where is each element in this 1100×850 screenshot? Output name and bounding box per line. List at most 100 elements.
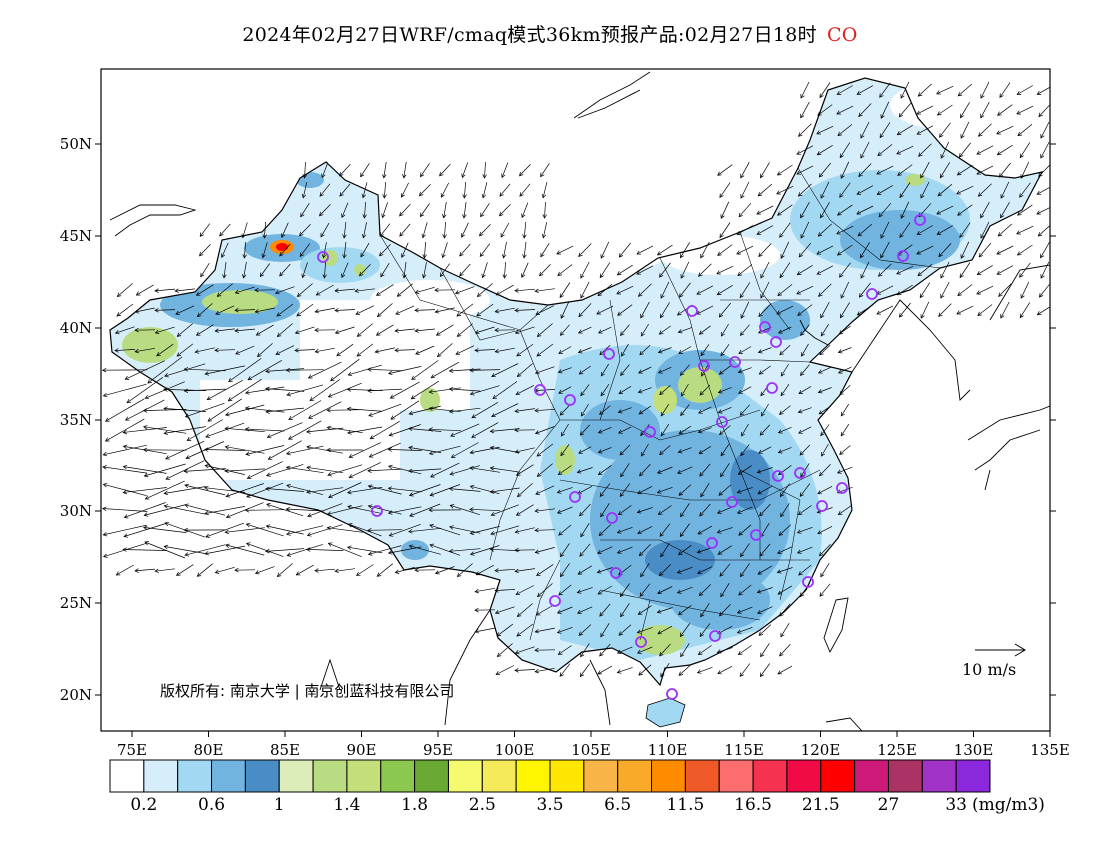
wind-vector xyxy=(760,281,770,299)
wind-vector xyxy=(428,507,461,513)
wind-vector xyxy=(429,543,461,556)
wind-vector xyxy=(516,623,534,637)
wind-vector xyxy=(677,447,692,454)
wind-vector xyxy=(660,281,670,299)
wind-vector xyxy=(491,403,519,418)
wind-vector xyxy=(394,328,415,333)
wind-vector xyxy=(880,221,890,239)
wind-vector xyxy=(697,566,713,575)
wind-vector xyxy=(375,284,394,296)
wind-vector xyxy=(122,547,167,552)
wind-vector xyxy=(556,487,573,494)
wind-vector xyxy=(579,663,590,678)
wind-vector xyxy=(327,382,362,398)
lon-label: 80E xyxy=(193,741,223,759)
wind-vector xyxy=(469,385,500,396)
wind-vector xyxy=(144,541,186,559)
wind-vector xyxy=(618,426,632,434)
wind-vector xyxy=(115,564,134,576)
wind-vector xyxy=(308,401,342,419)
wind-vector xyxy=(222,262,227,279)
wind-vector xyxy=(560,301,570,319)
wind-vector xyxy=(639,583,651,597)
wind-vector xyxy=(176,343,194,357)
wind-vector xyxy=(163,486,206,496)
wind-vector xyxy=(199,243,211,257)
city-marker xyxy=(897,250,909,262)
wind-vector xyxy=(860,261,870,279)
wind-vector xyxy=(720,463,730,478)
wind-vector xyxy=(676,566,693,574)
wind-vector xyxy=(122,427,167,435)
wind-vector xyxy=(936,225,953,235)
wind-vector xyxy=(500,222,510,238)
wind-vector xyxy=(618,242,631,258)
wind-vector xyxy=(796,526,813,534)
wind-vector xyxy=(636,265,654,275)
city-marker xyxy=(836,482,848,494)
wind-vector xyxy=(597,465,612,476)
wind-vector xyxy=(144,480,185,500)
wind-vector xyxy=(441,242,448,259)
copyright-notice: 版权所有: 南京大学 | 南京创蓝科技有限公司 xyxy=(160,682,455,700)
wind-vector xyxy=(741,423,749,437)
wind-vector xyxy=(474,348,496,353)
wind-vector xyxy=(718,484,732,496)
city-marker xyxy=(709,630,721,642)
wind-vector xyxy=(640,563,650,578)
wind-vector xyxy=(409,503,441,517)
wind-vector xyxy=(719,425,731,435)
wind-vector xyxy=(163,544,206,554)
wind-vector xyxy=(876,185,893,195)
wind-vector xyxy=(341,202,349,219)
wind-vector xyxy=(599,483,611,497)
wind-vector xyxy=(449,465,480,476)
wind-vector xyxy=(896,265,914,275)
wind-vector xyxy=(541,222,548,239)
wind-vector xyxy=(494,568,516,573)
wind-vector xyxy=(448,486,481,492)
wind-vector xyxy=(679,364,690,376)
wind-vector xyxy=(796,546,813,554)
wind-vector xyxy=(896,125,913,136)
wind-vector xyxy=(736,506,753,514)
wind-vector xyxy=(227,378,262,402)
wind-vector xyxy=(738,202,752,218)
wind-vector xyxy=(421,222,428,239)
wind-vector xyxy=(777,585,793,595)
wind-vector xyxy=(214,328,235,333)
wind-vector xyxy=(996,265,1014,275)
wind-vector xyxy=(334,326,355,335)
wind-vector xyxy=(558,386,572,394)
wind-vector xyxy=(143,463,186,478)
wind-vector xyxy=(471,422,499,438)
wind-vector xyxy=(740,301,750,319)
wind-vector xyxy=(480,203,490,218)
wind-vector xyxy=(579,503,591,517)
wind-vector xyxy=(899,182,911,199)
wind-vector xyxy=(740,181,750,199)
wind-vector xyxy=(740,543,750,558)
wind-vector xyxy=(399,223,411,237)
wind-vector xyxy=(858,103,872,118)
wind-vector xyxy=(797,183,812,197)
wind-vector xyxy=(917,83,932,97)
wind-vector xyxy=(917,264,933,277)
wind-vector xyxy=(355,305,375,315)
city-marker xyxy=(706,537,718,549)
wind-vector xyxy=(294,348,316,353)
wind-vector xyxy=(1016,225,1034,235)
wind-vector xyxy=(348,442,381,459)
wind-vector xyxy=(778,465,792,476)
wind-vector xyxy=(936,104,953,116)
color-legend xyxy=(109,759,991,793)
wind-vector xyxy=(459,263,471,277)
wind-vector xyxy=(977,304,993,316)
wind-vector xyxy=(267,440,302,460)
wind-vector xyxy=(322,261,327,279)
wind-vector xyxy=(347,504,383,514)
wind-vector xyxy=(154,568,175,574)
china-border xyxy=(109,77,1044,687)
wind-vector xyxy=(469,526,500,535)
wind-vector xyxy=(816,125,834,135)
